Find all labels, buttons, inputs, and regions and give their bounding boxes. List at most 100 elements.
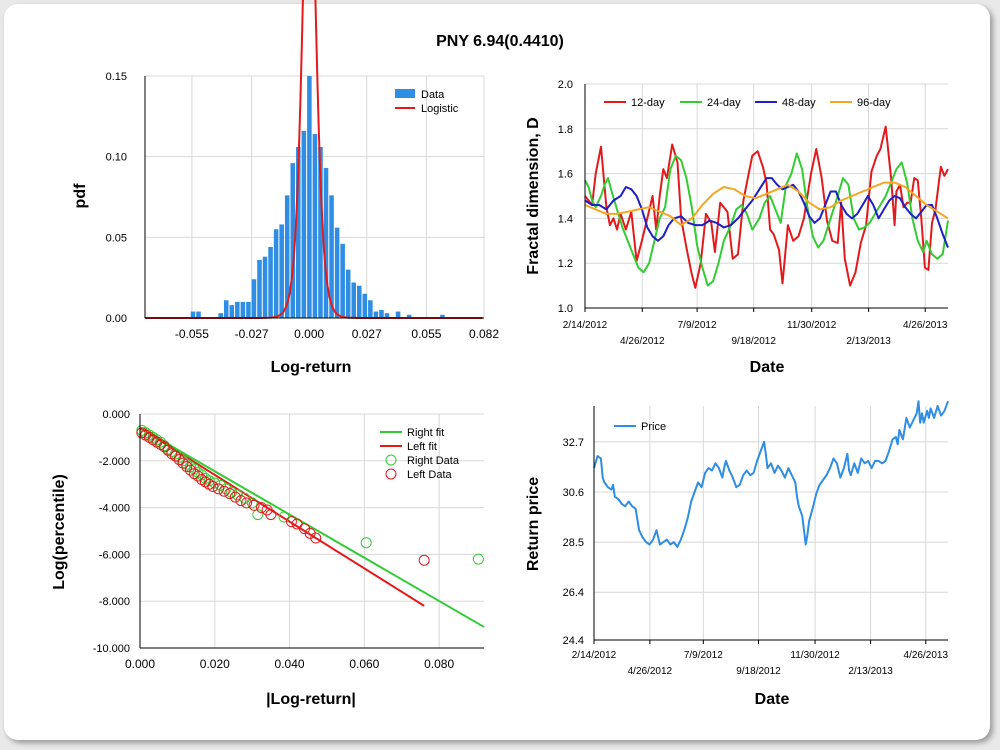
- percentile-legend-left-data-swatch: [385, 468, 397, 480]
- fractal-xtick-label: 4/26/2012: [620, 336, 665, 347]
- price-ticks: 2/14/2012 4/26/2012 7/9/2012 9/18/2012 11/30…: [563, 437, 949, 677]
- pdf-bar: [235, 301, 240, 318]
- fractal-xtick-label: 2/13/2013: [846, 336, 891, 347]
- pdf-bar: [406, 314, 412, 318]
- pdf-axes: [144, 76, 484, 319]
- price-xtick-label: 2/13/2013: [848, 666, 893, 677]
- pdf-bar: [279, 224, 284, 318]
- percentile-left-point: [285, 516, 297, 528]
- pdf-legend-fit-label: Logistic: [421, 103, 459, 115]
- pdf-bar: [246, 301, 251, 318]
- fractal-series-12-day: [584, 125, 949, 289]
- price-legend-price-label: Price: [641, 421, 666, 433]
- percentile-left-point: [177, 457, 189, 469]
- percentile-left-point: [218, 485, 230, 497]
- pdf-ylabel: pdf: [72, 183, 89, 209]
- percentile-left-point: [235, 495, 247, 507]
- price-axes: [593, 406, 948, 641]
- pdf-bar: [273, 229, 279, 318]
- percentile-left-point: [207, 481, 219, 493]
- pdf-bar: [345, 269, 351, 318]
- pdf-xlabel: Log-return: [271, 359, 352, 376]
- price-xlabel: Date: [755, 691, 790, 708]
- percentile-right-point: [246, 497, 258, 509]
- percentile-right-fit-line: [139, 427, 485, 628]
- percentile-legend-right-data-swatch: [385, 454, 397, 466]
- pdf-bars: [190, 76, 445, 318]
- percentile-ytick-label: -8.000: [99, 596, 130, 608]
- percentile-legend-right-fit-label: Right fit: [407, 427, 444, 439]
- pdf-bar: [262, 256, 268, 318]
- percentile-xlabel: |Log-return|: [266, 691, 356, 708]
- percentile-left-point: [310, 532, 322, 544]
- percentile-xtick-label: 0.040: [275, 657, 305, 671]
- pdf-bar: [318, 146, 323, 318]
- pdf-bar: [296, 146, 301, 318]
- fractal-legend-12-day-label: 12-day: [631, 97, 665, 109]
- fractal-series-48-day: [584, 177, 949, 248]
- fractal-xtick-label: 11/30/2012: [787, 320, 837, 331]
- percentile-left-point: [256, 502, 268, 514]
- page-title: PNY 6.94(0.4410): [436, 33, 564, 50]
- price-lines: [593, 400, 949, 548]
- pdf-legend-data-swatch: [395, 89, 415, 98]
- fractal-ylabel: Fractal dimension, D: [525, 117, 542, 274]
- fractal-ytick-label: 1.8: [558, 124, 573, 136]
- pdf-bar: [196, 311, 201, 318]
- percentile-legend-left-data-label: Left Data: [407, 469, 453, 481]
- pdf-xtick-label: -0.027: [235, 327, 269, 341]
- pdf-bar: [362, 293, 368, 318]
- price-ytick-label: 32.7: [563, 437, 584, 449]
- pdf-bar: [368, 300, 373, 318]
- pdf-bar: [268, 247, 273, 318]
- pdf-bar: [190, 311, 196, 318]
- price-ylabel: Return price: [525, 477, 542, 571]
- fractal-xlabel: Date: [750, 359, 785, 376]
- pdf-xtick-label: 0.055: [411, 327, 441, 341]
- percentile-left-point: [213, 483, 225, 495]
- percentile-legend-right-data-label: Right Data: [407, 455, 460, 467]
- percentile-legend-left-fit-label: Left fit: [407, 441, 437, 453]
- pdf-xtick-label: 0.027: [352, 327, 382, 341]
- pdf-ticks: -0.055 -0.027 0.000 0.027 0.055 0.082 0.00 0.05…: [106, 71, 500, 341]
- percentile-points: [136, 424, 484, 566]
- figure-frame: [4, 4, 990, 740]
- pdf-bar: [307, 76, 312, 318]
- fractal-legend-48-day-label: 48-day: [782, 97, 816, 109]
- percentile-left-point: [248, 499, 260, 511]
- percentile-right-point: [360, 537, 372, 549]
- percentile-xtick-label: 0.080: [424, 657, 454, 671]
- percentile-legend: Right fit Left fit Right Data Left Data: [380, 427, 460, 481]
- pdf-bar: [284, 195, 290, 318]
- percentile-ticks: 0.000 0.020 0.040 0.060 0.080 0.000 -2.000 -4.0…: [93, 409, 455, 671]
- pdf-bar: [351, 282, 357, 318]
- fractal-ytick-label: 1.0: [558, 303, 573, 315]
- price-ytick-label: 26.4: [563, 587, 584, 599]
- pdf-xtick-label: 0.082: [469, 327, 499, 341]
- pdf-bar: [440, 314, 445, 318]
- percentile-ytick-label: -2.000: [99, 456, 130, 468]
- pdf-xtick-label: -0.055: [175, 327, 209, 341]
- percentile-axes: [139, 414, 484, 649]
- fractal-legend: 12-day 24-day 48-day 96-day: [604, 97, 891, 109]
- price-xtick-label: 9/18/2012: [736, 666, 781, 677]
- pdf-bar: [257, 259, 262, 318]
- pdf-bar: [251, 279, 257, 318]
- percentile-left-point: [229, 491, 241, 503]
- pdf-bar: [329, 195, 334, 318]
- pdf-bar: [223, 300, 229, 318]
- pdf-bar: [379, 309, 384, 318]
- pdf-bar: [240, 301, 246, 318]
- percentile-left-point: [192, 470, 204, 482]
- pdf-bar: [290, 163, 296, 318]
- fractal-series-96-day: [584, 181, 949, 227]
- percentile-ytick-label: -10.000: [93, 643, 130, 655]
- price-xtick-label: 4/26/2012: [628, 666, 673, 677]
- fractal-xtick-label: 7/9/2012: [678, 320, 717, 331]
- pdf-bar: [373, 311, 379, 318]
- fractal-ytick-label: 1.6: [558, 169, 573, 181]
